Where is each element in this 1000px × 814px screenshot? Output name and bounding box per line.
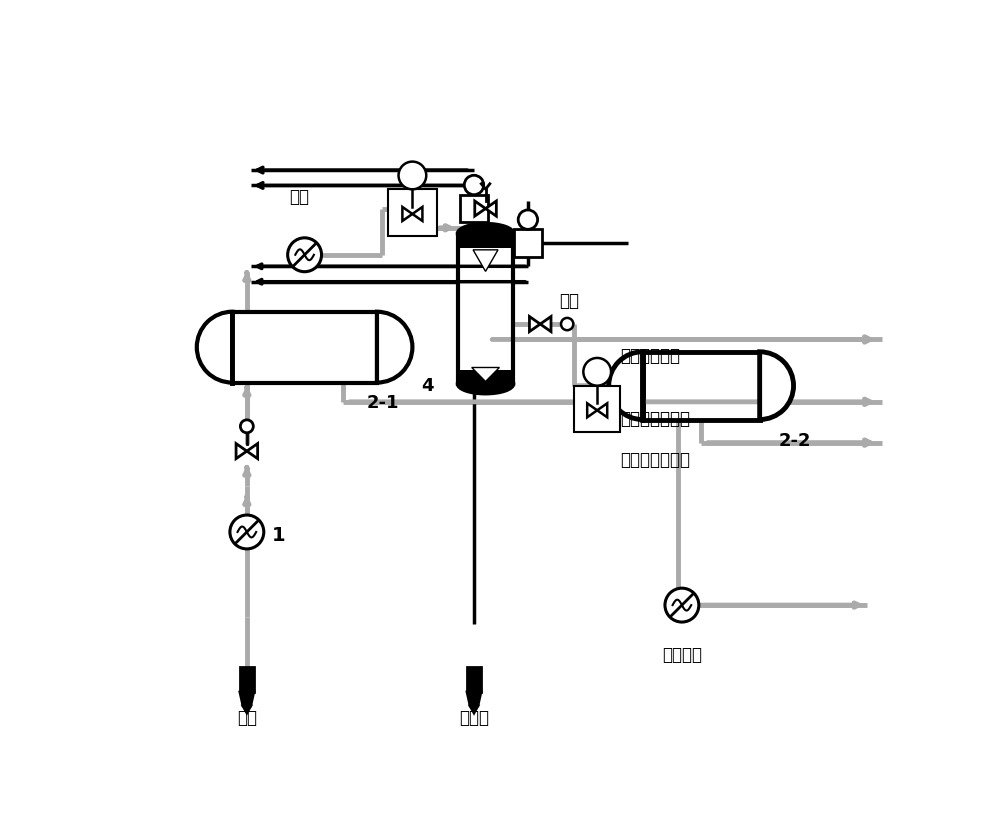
Polygon shape	[529, 317, 540, 331]
Circle shape	[399, 162, 426, 190]
Circle shape	[230, 515, 264, 549]
Bar	[467, 667, 481, 692]
Text: 注水: 注水	[559, 292, 579, 310]
Bar	[388, 190, 437, 235]
Polygon shape	[473, 250, 498, 271]
Bar	[514, 230, 542, 257]
Polygon shape	[467, 692, 481, 706]
Circle shape	[665, 589, 699, 622]
Polygon shape	[597, 403, 607, 418]
Bar	[643, 352, 760, 419]
Wedge shape	[609, 352, 643, 419]
Bar	[460, 195, 488, 222]
Polygon shape	[240, 692, 254, 706]
Text: 破乳剂: 破乳剂	[459, 709, 489, 727]
Text: 2-1: 2-1	[366, 394, 399, 412]
Text: 原油: 原油	[237, 709, 257, 727]
Polygon shape	[472, 367, 499, 382]
Text: 二级电脱盐切水: 二级电脱盐切水	[620, 451, 690, 469]
Bar	[458, 370, 513, 380]
Text: 2-2: 2-2	[778, 432, 811, 450]
Polygon shape	[475, 201, 486, 216]
Circle shape	[464, 175, 484, 195]
Wedge shape	[377, 312, 412, 383]
Text: 旋流含盐污水: 旋流含盐污水	[620, 348, 680, 365]
Ellipse shape	[458, 224, 513, 243]
Text: 脱后原油: 脱后原油	[662, 646, 702, 664]
Text: 注水: 注水	[289, 188, 309, 206]
Circle shape	[583, 358, 611, 386]
Wedge shape	[760, 352, 794, 419]
Ellipse shape	[458, 374, 513, 393]
Text: 4: 4	[422, 377, 434, 395]
Polygon shape	[486, 201, 496, 216]
Circle shape	[288, 238, 322, 272]
Wedge shape	[197, 312, 232, 383]
Text: 1: 1	[271, 527, 285, 545]
Circle shape	[561, 318, 573, 330]
Polygon shape	[470, 706, 478, 713]
Bar	[232, 312, 377, 383]
Text: 一级电脱盐切水: 一级电脱盐切水	[620, 409, 690, 428]
Polygon shape	[402, 207, 412, 221]
Polygon shape	[243, 706, 251, 713]
Polygon shape	[587, 403, 597, 418]
Bar	[458, 237, 513, 247]
Circle shape	[518, 210, 538, 230]
Bar	[574, 386, 620, 432]
Polygon shape	[236, 444, 247, 458]
Polygon shape	[247, 444, 258, 458]
Bar	[240, 667, 254, 692]
Polygon shape	[540, 317, 551, 331]
Bar	[458, 234, 513, 383]
Polygon shape	[412, 207, 422, 221]
Circle shape	[240, 420, 253, 433]
